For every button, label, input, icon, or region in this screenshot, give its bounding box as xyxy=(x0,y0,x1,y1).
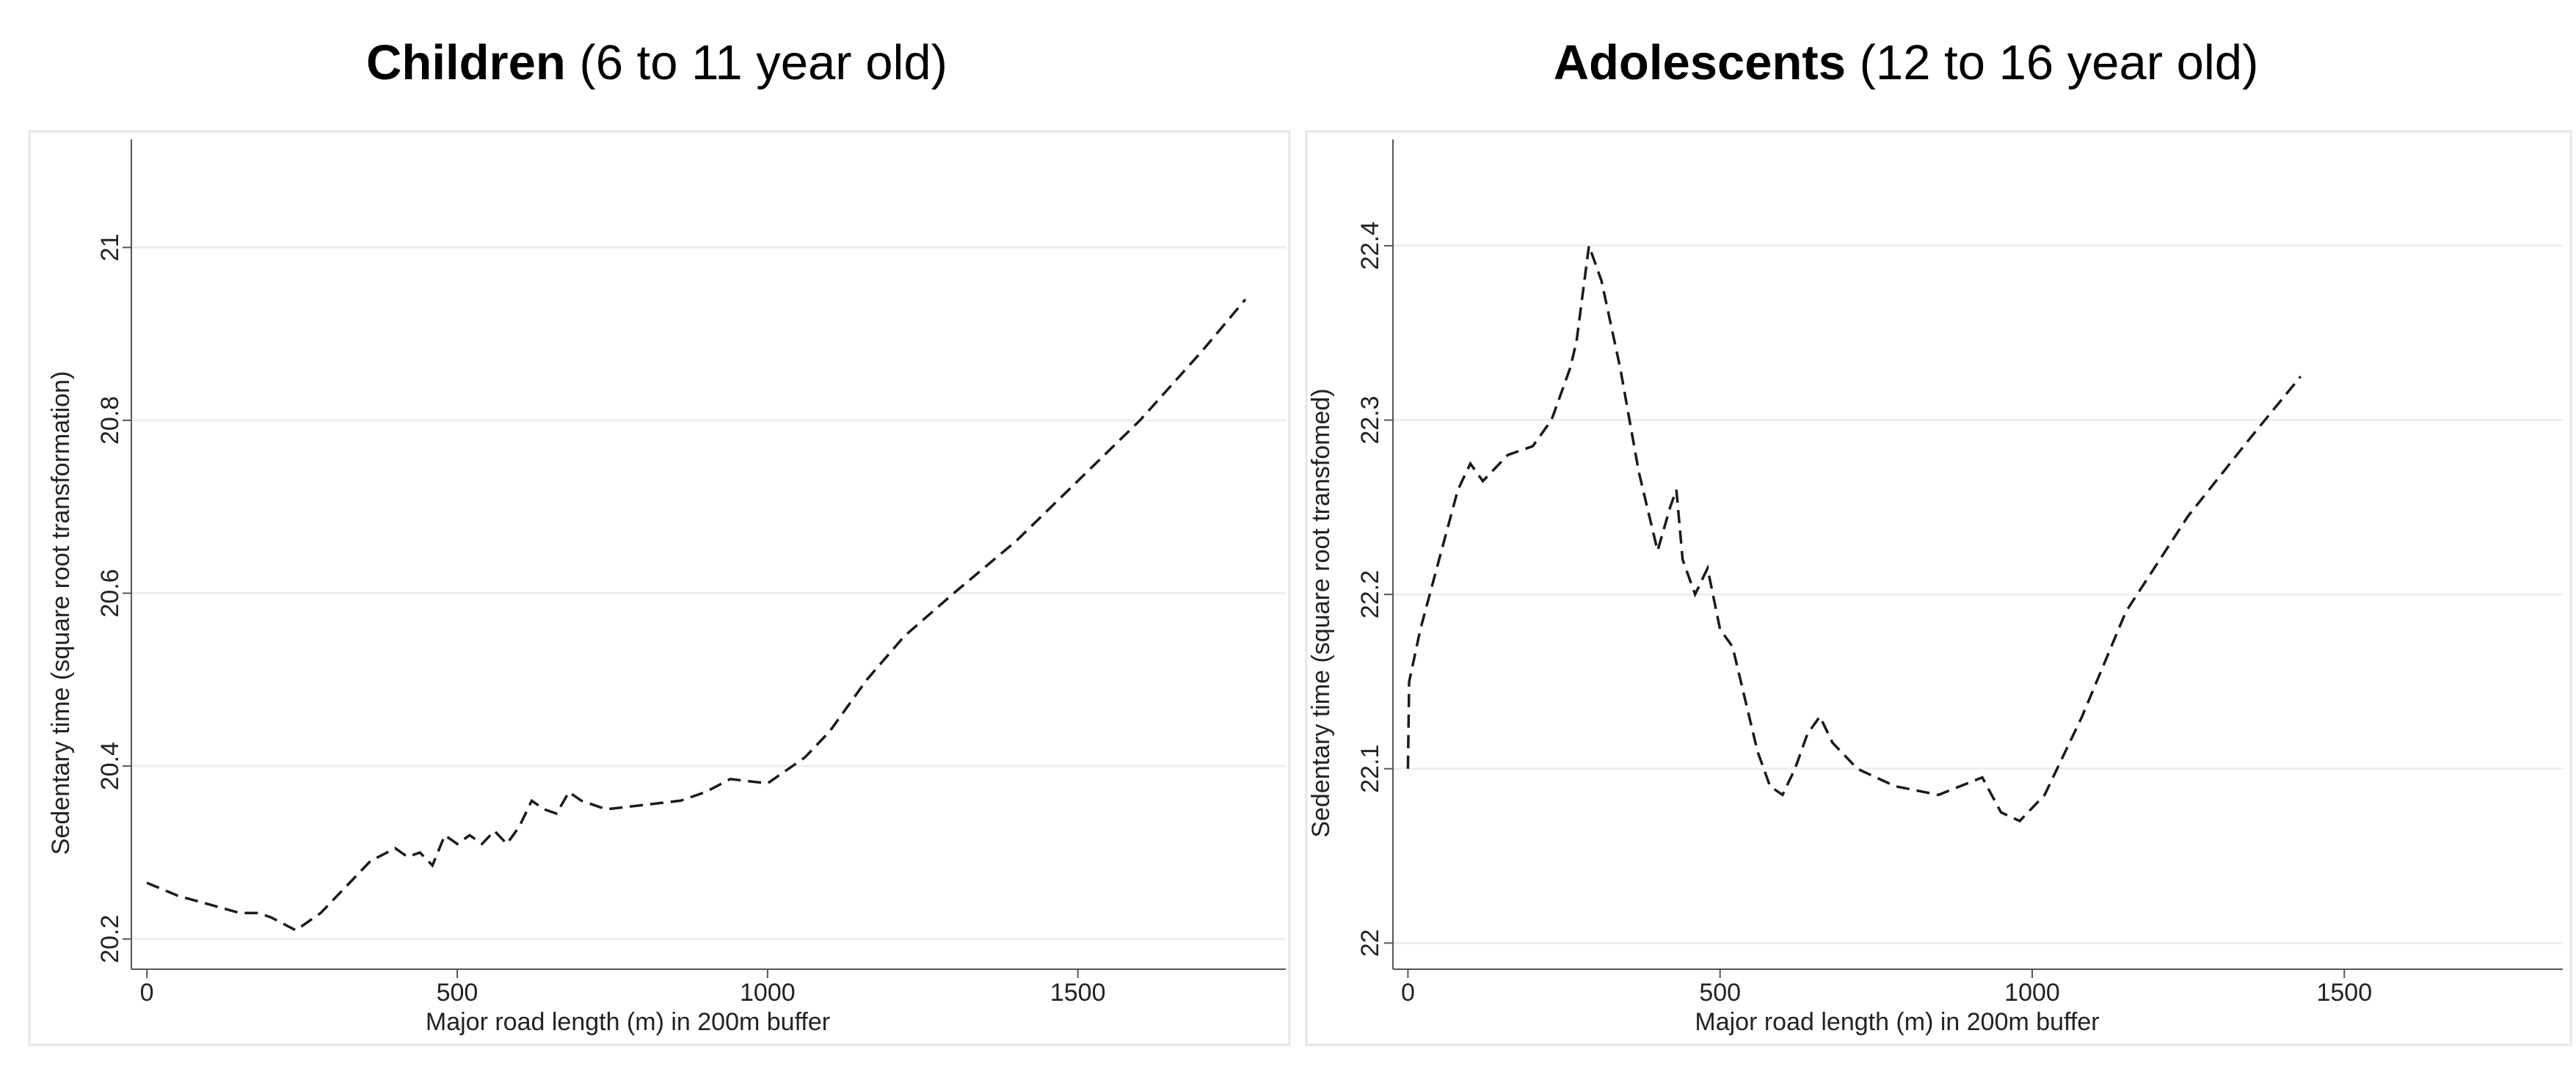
data-line xyxy=(1406,245,2302,823)
x-tick-label: 500 xyxy=(1699,979,1741,1007)
x-axis-title: Major road length (m) in 200m buffer xyxy=(1695,1008,2099,1036)
title-bold: Children xyxy=(366,35,566,90)
x-tick-label: 1000 xyxy=(2004,979,2060,1007)
x-axis-title: Major road length (m) in 200m buffer xyxy=(426,1008,830,1036)
x-tick-label: 1000 xyxy=(740,979,796,1007)
x-tick-label: 1500 xyxy=(1050,979,1106,1007)
x-tick-label: 500 xyxy=(437,979,479,1007)
x-tick-label: 1500 xyxy=(2316,979,2372,1007)
chart-title: Adolescents (12 to 16 year old) xyxy=(1554,35,2259,90)
y-axis-title: Sedentary time (square root transformati… xyxy=(47,371,75,855)
y-tick-label: 20.6 xyxy=(96,569,124,617)
title-bold: Adolescents xyxy=(1554,35,1846,90)
chart-title: Children (6 to 11 year old) xyxy=(366,35,947,90)
y-tick-label: 22.1 xyxy=(1356,745,1384,793)
y-tick-label: 22 xyxy=(1356,929,1384,957)
x-tick-label: 0 xyxy=(140,979,154,1007)
y-tick-label: 21 xyxy=(96,233,124,261)
y-tick-label: 20.4 xyxy=(96,742,124,790)
panel-border xyxy=(28,130,1291,1046)
y-tick-label: 22.3 xyxy=(1356,395,1384,444)
y-axis-title: Sedentary time (square root transfomed) xyxy=(1307,388,1335,837)
data-line xyxy=(146,298,1247,933)
panel-border xyxy=(1305,130,2572,1046)
y-tick-label: 22.2 xyxy=(1356,570,1384,619)
y-tick-label: 20.2 xyxy=(96,915,124,963)
x-tick-label: 0 xyxy=(1401,979,1415,1007)
y-tick-label: 20.8 xyxy=(96,396,124,445)
title-rest: (6 to 11 year old) xyxy=(579,35,947,90)
title-rest: (12 to 16 year old) xyxy=(1860,35,2259,90)
y-tick-label: 22.4 xyxy=(1356,222,1384,270)
